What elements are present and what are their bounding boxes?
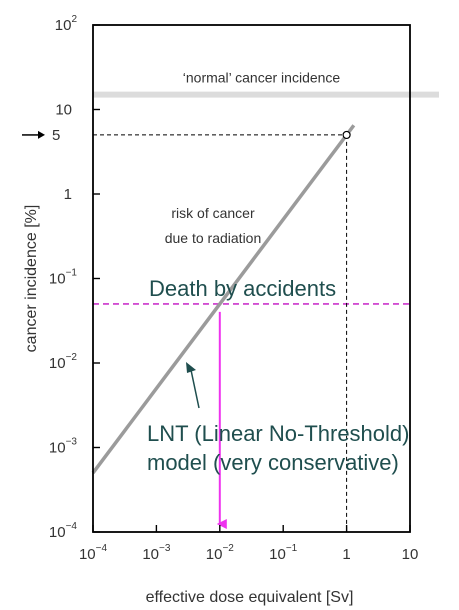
lnt-label-line-1: LNT (Linear No-Threshold) [147,421,409,446]
y-tick-exponent: −1 [66,268,78,279]
y-tick-label: 10−4 [49,521,78,541]
y-tick-label: 102 [55,14,78,34]
y-tick-exponent: −4 [66,521,78,532]
normal-incidence-label: ‘normal’ cancer incidence [183,70,341,86]
x-tick-exponent: −4 [96,543,108,554]
y-tick-base: 1 [64,186,72,203]
y-tick-base: 10 [49,355,66,372]
lnt-pointer-shaft [190,369,200,409]
x-tick-label: 10−2 [206,543,235,563]
x-tick-base: 10 [402,546,419,563]
x-tick-label: 10−1 [269,543,298,563]
risk-label-line-2: due to radiation [165,230,262,246]
x-tick-base: 10 [206,546,223,563]
x-tick-exponent: −2 [222,543,234,554]
x-tick-label: 1 [342,546,350,563]
x-tick-label: 10−4 [79,543,108,563]
x-tick-base: 10 [79,546,96,563]
y-tick-label: 1 [64,186,72,203]
lnt-pointer-head [186,362,196,373]
y-tick-base: 10 [55,102,72,119]
y-tick-label: 10−2 [49,352,78,372]
y-tick-base: 10 [49,524,66,541]
x-tick-exponent: −3 [159,543,171,554]
x-tick-exponent: −1 [286,543,298,554]
y-tick-label: 10−3 [49,437,78,457]
y-tick-exponent: −2 [66,352,78,363]
x-tick-base: 1 [342,546,350,563]
x-tick-label: 10 [402,546,419,563]
x-tick-label: 10−3 [142,543,171,563]
y-marker-arrow-head [38,130,45,139]
y-axis-title: cancer incidence [%] [23,205,40,353]
x-tick-base: 10 [142,546,159,563]
x-axis-title: effective dose equivalent [Sv] [146,589,354,606]
risk-label-line-1: risk of cancer [171,205,255,221]
y-tick-label: 10 [55,102,72,119]
y-tick-base: 10 [49,271,66,288]
normal-incidence-band [93,91,439,98]
y-tick-base: 10 [55,17,72,34]
y-tick-label: 10−1 [49,268,78,288]
reference-point [342,130,351,140]
y-tick-exponent: −3 [66,437,78,448]
y-marker-label: 5 [52,127,60,144]
accidents-label: Death by accidents [149,276,336,301]
x-tick-base: 10 [269,546,286,563]
y-tick-base: 10 [49,440,66,457]
risk-line [91,124,356,474]
lnt-label-line-2: model (very conservative) [147,450,399,475]
y-tick-exponent: 2 [71,14,77,25]
